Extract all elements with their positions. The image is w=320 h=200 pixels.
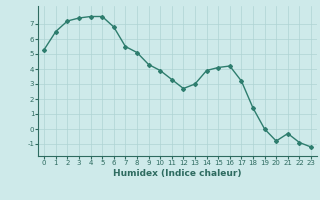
X-axis label: Humidex (Indice chaleur): Humidex (Indice chaleur): [113, 169, 242, 178]
